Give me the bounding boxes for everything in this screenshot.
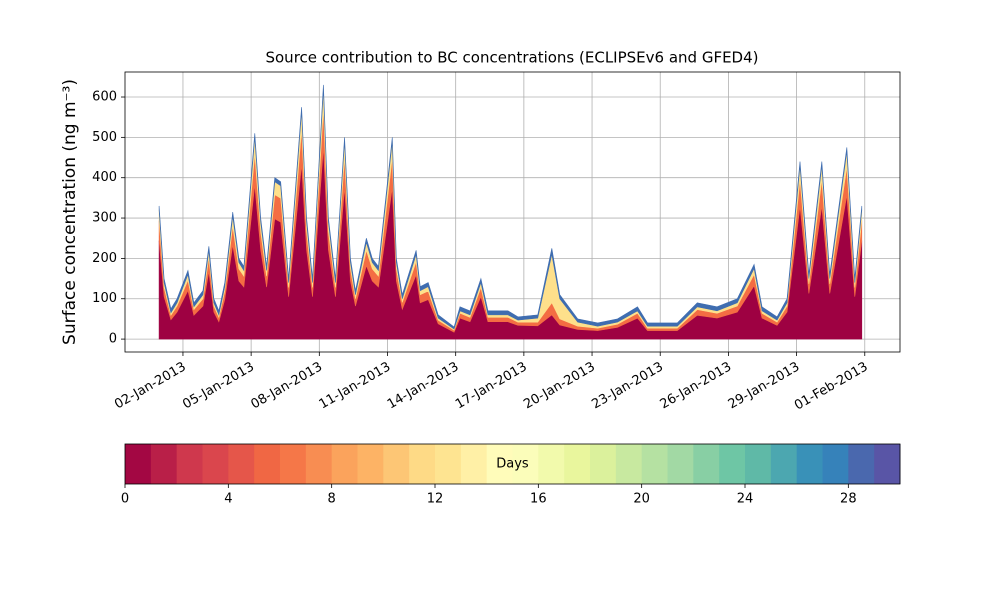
- colorbar-swatch: [693, 444, 720, 484]
- colorbar-swatch: [848, 444, 875, 484]
- colorbar-swatch: [409, 444, 436, 484]
- colorbar-swatch: [383, 444, 410, 484]
- colorbar-swatch: [435, 444, 462, 484]
- colorbar-tick-label: 4: [224, 492, 232, 507]
- colorbar-swatch: [357, 444, 384, 484]
- y-axis-label: Surface concentration (ng m⁻³): [60, 79, 80, 345]
- x-tick-label: 29-Jan-2013: [726, 360, 803, 413]
- colorbar-swatch: [280, 444, 307, 484]
- colorbar-swatch: [719, 444, 746, 484]
- colorbar-swatch: [176, 444, 203, 484]
- x-tick-label: 11-Jan-2013: [317, 360, 394, 413]
- colorbar-tick-label: 8: [328, 492, 336, 507]
- colorbar-swatch: [512, 444, 539, 484]
- colorbar-label: Days: [496, 457, 529, 472]
- colorbar-swatch: [641, 444, 668, 484]
- colorbar-tick-label: 16: [530, 492, 547, 507]
- colorbar-tick-label: 20: [633, 492, 650, 507]
- colorbar-swatch: [745, 444, 772, 484]
- colorbar-tick-label: 28: [840, 492, 857, 507]
- colorbar-swatch: [228, 444, 255, 484]
- area-layer: [158, 147, 863, 340]
- x-tick-label: 17-Jan-2013: [453, 360, 530, 413]
- colorbar-swatch: [667, 444, 694, 484]
- colorbar-swatch: [305, 444, 333, 484]
- x-tick-label: 20-Jan-2013: [521, 360, 598, 413]
- y-tick-label: 0: [109, 332, 117, 347]
- y-tick-label: 200: [92, 251, 117, 266]
- colorbar-swatch: [822, 444, 849, 484]
- colorbar-tick-label: 0: [121, 492, 129, 507]
- colorbar-swatch: [590, 444, 617, 484]
- y-tick-label: 500: [92, 130, 117, 145]
- colorbar-swatch: [486, 444, 513, 484]
- colorbar-swatch: [202, 444, 229, 484]
- colorbar-swatch: [254, 444, 281, 484]
- y-tick-label: 300: [92, 211, 117, 226]
- colorbar-swatch: [460, 444, 488, 484]
- plot-frame: [124, 71, 901, 353]
- y-tick-label: 400: [92, 170, 117, 185]
- colorbar-swatch: [874, 444, 901, 484]
- x-tick-label: 26-Jan-2013: [658, 360, 735, 413]
- chart-title: Source contribution to BC concentrations…: [265, 49, 758, 67]
- x-tick-label: 14-Jan-2013: [385, 360, 462, 413]
- colorbar-swatch: [150, 444, 178, 484]
- x-tick-label: 23-Jan-2013: [589, 360, 666, 413]
- colorbar-swatch: [331, 444, 358, 484]
- colorbar-tick-label: 12: [427, 492, 444, 507]
- colorbar-swatch: [615, 444, 643, 484]
- x-tick-label: 01-Feb-2013: [792, 360, 871, 414]
- x-tick-label: 05-Jan-2013: [180, 360, 257, 413]
- x-tick-label: 02-Jan-2013: [112, 360, 189, 413]
- colorbar-swatch: [538, 444, 565, 484]
- colorbar-swatch: [125, 444, 152, 484]
- y-tick-label: 600: [92, 90, 117, 105]
- y-tick-label: 100: [92, 291, 117, 306]
- x-tick-label: 08-Jan-2013: [248, 360, 325, 413]
- colorbar-swatch: [796, 444, 823, 484]
- colorbar-swatch: [564, 444, 591, 484]
- area-layer: [158, 84, 863, 330]
- colorbar-swatch: [770, 444, 798, 484]
- colorbar-frame: [124, 443, 901, 485]
- colorbar-tick-label: 24: [737, 492, 754, 507]
